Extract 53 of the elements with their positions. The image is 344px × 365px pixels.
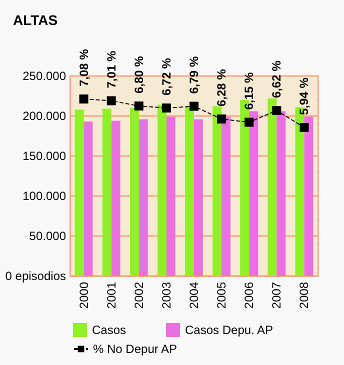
bar <box>102 108 112 276</box>
data-label: 7,08 % <box>76 48 91 86</box>
bar <box>157 104 166 276</box>
bar <box>138 119 148 276</box>
point <box>106 96 116 106</box>
y-tick-label: 200.000 <box>22 109 66 123</box>
y-tick-label: 0 episodios <box>5 269 66 283</box>
bar <box>276 111 286 276</box>
data-label: 7,01 % <box>104 50 118 88</box>
data-label: 6,72 % <box>159 58 174 96</box>
point <box>162 104 171 112</box>
point <box>190 102 198 111</box>
x-tick-label: 2004 <box>187 282 201 309</box>
bar <box>166 116 176 276</box>
data-label: 6,79 % <box>187 56 201 94</box>
chart-title: ALTAS <box>13 12 58 28</box>
y-tick-label: 250.000 <box>22 69 66 83</box>
data-label: 5,94 % <box>297 77 312 115</box>
x-tick-label: 2001 <box>104 282 118 309</box>
bar <box>111 120 120 276</box>
x-tick-label: 2000 <box>76 282 91 309</box>
point <box>217 114 226 124</box>
point <box>244 118 254 127</box>
bar <box>268 98 277 276</box>
data-label: 6,15 % <box>242 72 256 110</box>
legend-label: Casos Depu. AP <box>185 323 274 337</box>
bar <box>74 110 84 276</box>
data-label: 6,80 % <box>132 56 146 94</box>
x-tick-label: 2006 <box>242 282 256 309</box>
bar <box>304 116 314 276</box>
bar <box>84 122 93 276</box>
bar <box>249 111 258 276</box>
bar <box>130 108 139 276</box>
x-tick-label: 2007 <box>270 282 284 309</box>
point <box>272 106 282 115</box>
x-tick-label: 2003 <box>159 282 174 309</box>
x-tick-label: 2008 <box>297 282 312 309</box>
bar <box>222 116 231 276</box>
legend-label: % No Depur AP <box>93 342 178 356</box>
data-label: 6,62 % <box>270 60 284 98</box>
y-tick-label: 150.000 <box>22 149 66 163</box>
bar <box>194 119 203 276</box>
x-tick-label: 2002 <box>132 282 146 309</box>
bar <box>185 107 194 276</box>
x-tick-label: 2005 <box>214 282 229 309</box>
point <box>134 102 144 110</box>
legend-label: Casos <box>92 323 126 337</box>
y-tick-label: 50.000 <box>29 229 66 243</box>
data-label: 6,28 % <box>214 68 229 106</box>
point <box>79 94 88 104</box>
bar <box>212 106 222 276</box>
point <box>300 123 309 132</box>
y-tick-label: 100.000 <box>22 189 66 203</box>
